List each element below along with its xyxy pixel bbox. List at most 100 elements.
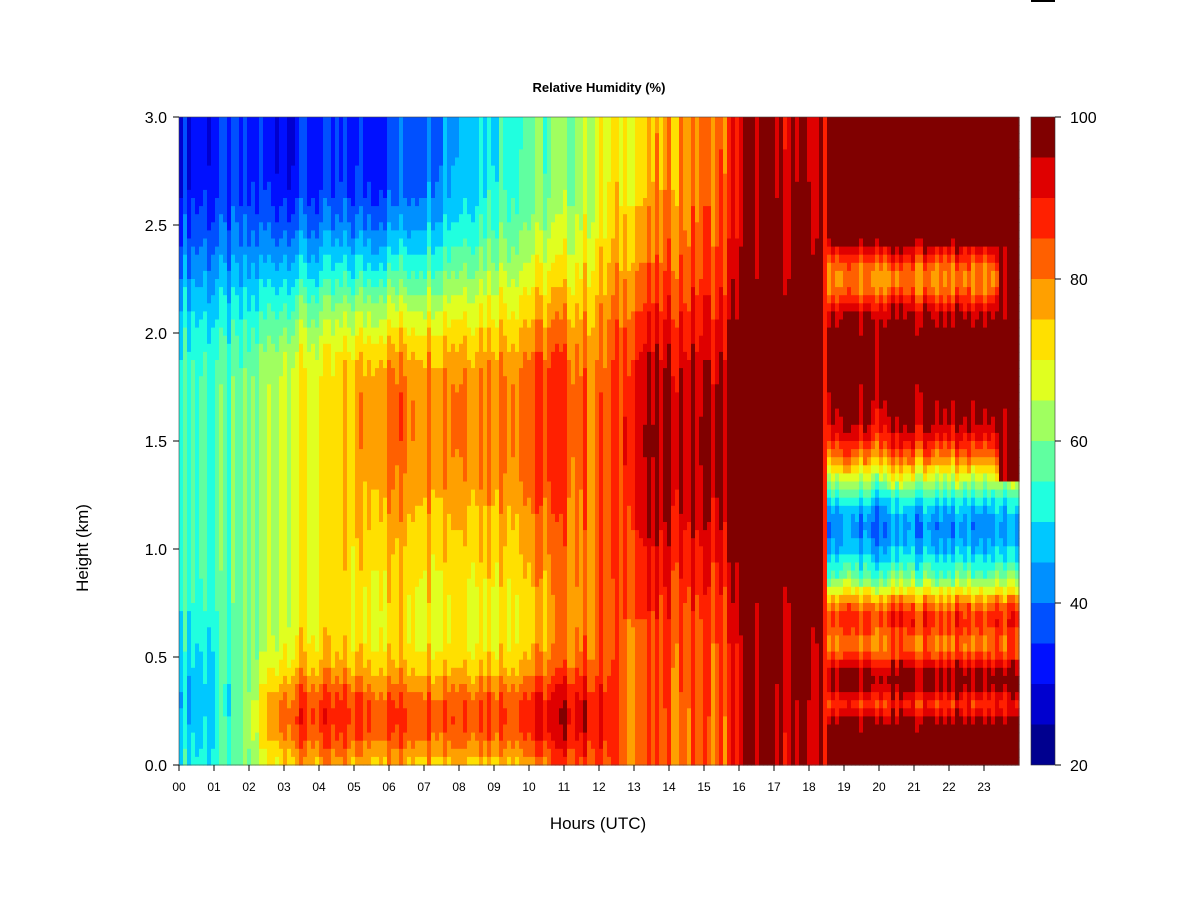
heatmap-cell (323, 619, 328, 628)
heatmap-cell (383, 206, 388, 215)
heatmap-cell (223, 311, 228, 321)
heatmap-cell (383, 708, 388, 717)
heatmap-cell (355, 481, 360, 491)
heatmap-cell (191, 392, 196, 402)
heatmap-cell (295, 206, 300, 215)
heatmap-cell (219, 724, 224, 734)
heatmap-cell (287, 222, 292, 231)
heatmap-cell (315, 319, 320, 329)
heatmap-cell (351, 141, 356, 150)
heatmap-cell (295, 481, 300, 491)
heatmap-cell (339, 546, 344, 555)
heatmap-cell (227, 530, 232, 539)
heatmap-cell (219, 441, 224, 450)
heatmap-cell (179, 627, 184, 636)
heatmap-cell (295, 343, 300, 353)
heatmap-cell (415, 392, 420, 402)
heatmap-cell (259, 262, 264, 272)
heatmap-cell (235, 570, 240, 580)
heatmap-cell (259, 578, 264, 588)
heatmap-cell (359, 489, 364, 499)
heatmap-cell (379, 214, 384, 223)
heatmap-cell (251, 756, 256, 766)
heatmap-cell (227, 133, 232, 142)
heatmap-cell (411, 343, 416, 353)
heatmap-cell (199, 303, 204, 312)
heatmap-cell (355, 392, 360, 402)
heatmap-cell (263, 303, 268, 312)
heatmap-cell (243, 481, 248, 491)
heatmap-cell (315, 368, 320, 377)
heatmap-cell (399, 206, 404, 215)
heatmap-cell (239, 384, 244, 393)
heatmap-cell (179, 303, 184, 312)
heatmap-cell (311, 603, 316, 612)
heatmap-cell (239, 270, 244, 280)
heatmap-cell (415, 327, 420, 337)
heatmap-cell (323, 368, 328, 377)
heatmap-cell (347, 522, 352, 531)
heatmap-cell (243, 505, 248, 515)
heatmap-cell (227, 643, 232, 653)
heatmap-cell (235, 611, 240, 620)
heatmap-cell (323, 287, 328, 296)
heatmap-cell (339, 376, 344, 385)
heatmap-cell (327, 303, 332, 312)
heatmap-cell (203, 692, 208, 701)
heatmap-cell (331, 441, 336, 450)
heatmap-cell (371, 441, 376, 450)
heatmap-cell (303, 392, 308, 402)
heatmap-cell (407, 230, 412, 240)
heatmap-cell (195, 538, 200, 547)
heatmap-cell (247, 667, 252, 677)
heatmap-cell (219, 327, 224, 337)
heatmap-cell (335, 198, 340, 207)
heatmap-cell (195, 675, 200, 685)
heatmap-cell (399, 473, 404, 483)
heatmap-cell (179, 270, 184, 280)
heatmap-cell (211, 716, 216, 726)
heatmap-cell (407, 165, 412, 175)
heatmap-cell (179, 675, 184, 685)
heatmap-cell (311, 408, 316, 418)
heatmap-cell (395, 538, 400, 547)
heatmap-cell (187, 335, 192, 345)
heatmap-cell (335, 441, 340, 450)
heatmap-cell (379, 562, 384, 572)
heatmap-cell (307, 400, 312, 410)
heatmap-cell (419, 287, 424, 296)
heatmap-cell (391, 651, 396, 661)
heatmap-cell (315, 635, 320, 645)
heatmap-cell (267, 270, 272, 280)
heatmap-cell (379, 603, 384, 612)
heatmap-cell (207, 643, 212, 653)
heatmap-cell (287, 125, 292, 134)
heatmap-cell (363, 303, 368, 312)
heatmap-cell (299, 619, 304, 628)
heatmap-cell (419, 700, 424, 709)
heatmap-cell (343, 684, 348, 693)
heatmap-cell (195, 173, 200, 183)
heatmap-cell (399, 675, 404, 685)
heatmap-cell (179, 497, 184, 507)
heatmap-cell (327, 206, 332, 215)
heatmap-cell (267, 740, 272, 750)
heatmap-cell (407, 351, 412, 361)
heatmap-cell (427, 157, 432, 167)
heatmap-cell (327, 659, 332, 669)
heatmap-cell (427, 149, 432, 159)
heatmap-cell (295, 546, 300, 555)
heatmap-cell (223, 133, 228, 142)
heatmap-cell (179, 222, 184, 231)
heatmap-cell (219, 384, 224, 393)
heatmap-cell (255, 416, 260, 426)
heatmap-cell (411, 497, 416, 507)
heatmap-cell (339, 667, 344, 677)
heatmap-cell (327, 708, 332, 717)
heatmap-cell (327, 295, 332, 304)
heatmap-cell (383, 603, 388, 612)
heatmap-cell (227, 238, 232, 248)
heatmap-cell (287, 368, 292, 377)
heatmap-cell (339, 748, 344, 758)
heatmap-cell (239, 586, 244, 596)
